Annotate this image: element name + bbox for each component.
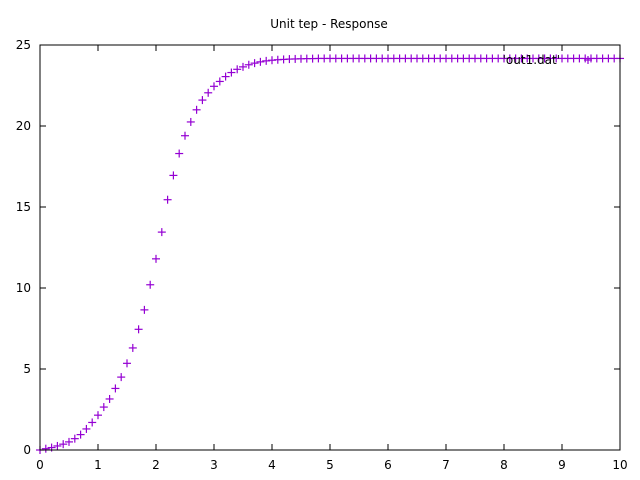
x-tick-label: 3 xyxy=(210,458,218,472)
data-point xyxy=(76,430,85,439)
data-point xyxy=(215,77,224,86)
data-point xyxy=(221,72,230,81)
data-point xyxy=(198,96,207,105)
data-point xyxy=(123,359,131,368)
data-point xyxy=(134,325,143,334)
data-point xyxy=(105,394,114,403)
data-point xyxy=(163,195,172,204)
data-point xyxy=(244,60,253,69)
data-point xyxy=(210,82,218,91)
data-point xyxy=(146,280,155,289)
data-point xyxy=(175,149,184,158)
x-tick-label: 10 xyxy=(612,458,627,472)
data-point xyxy=(157,228,166,237)
data-point xyxy=(59,440,68,449)
data-point xyxy=(169,171,178,180)
data-point xyxy=(250,59,259,68)
x-tick-label: 2 xyxy=(152,458,160,472)
y-tick-label: 20 xyxy=(16,119,31,133)
data-point xyxy=(204,88,213,97)
data-point xyxy=(70,434,79,443)
chart-title: Unit tep - Response xyxy=(270,17,388,31)
data-point xyxy=(181,131,189,140)
y-tick-label: 25 xyxy=(16,38,31,52)
y-tick-label: 15 xyxy=(16,200,31,214)
x-tick-label: 4 xyxy=(268,458,276,472)
x-tick-label: 9 xyxy=(558,458,566,472)
data-point xyxy=(88,418,97,427)
x-tick-label: 6 xyxy=(384,458,392,472)
y-tick-label: 0 xyxy=(23,443,31,457)
y-tick-label: 5 xyxy=(23,362,31,376)
legend-label: 'out1.dat' xyxy=(503,53,560,67)
data-point xyxy=(82,424,91,433)
data-point xyxy=(41,444,50,453)
axis-ticks: 0 1 2 3 4 5 6 7 8 9 10 0 5 10 15 20 25 xyxy=(16,38,628,472)
data-point xyxy=(227,68,236,77)
data-point xyxy=(239,62,247,71)
x-tick-label: 8 xyxy=(500,458,508,472)
data-point xyxy=(233,65,242,74)
data-points xyxy=(36,54,624,454)
y-tick-label: 10 xyxy=(16,281,31,295)
data-point xyxy=(94,411,102,420)
data-point xyxy=(128,343,137,352)
data-point xyxy=(111,384,120,393)
data-point xyxy=(262,56,271,65)
x-tick-label: 7 xyxy=(442,458,450,472)
data-point xyxy=(53,441,62,450)
x-tick-label: 0 xyxy=(36,458,44,472)
x-tick-label: 5 xyxy=(326,458,334,472)
data-point xyxy=(140,305,149,314)
plot-frame xyxy=(39,44,621,451)
data-point xyxy=(99,403,108,412)
data-point xyxy=(152,254,160,263)
data-point xyxy=(65,437,73,446)
data-point xyxy=(117,373,126,382)
x-tick-label: 1 xyxy=(94,458,102,472)
data-point xyxy=(186,117,195,126)
data-point xyxy=(192,105,201,114)
data-point xyxy=(256,57,265,66)
